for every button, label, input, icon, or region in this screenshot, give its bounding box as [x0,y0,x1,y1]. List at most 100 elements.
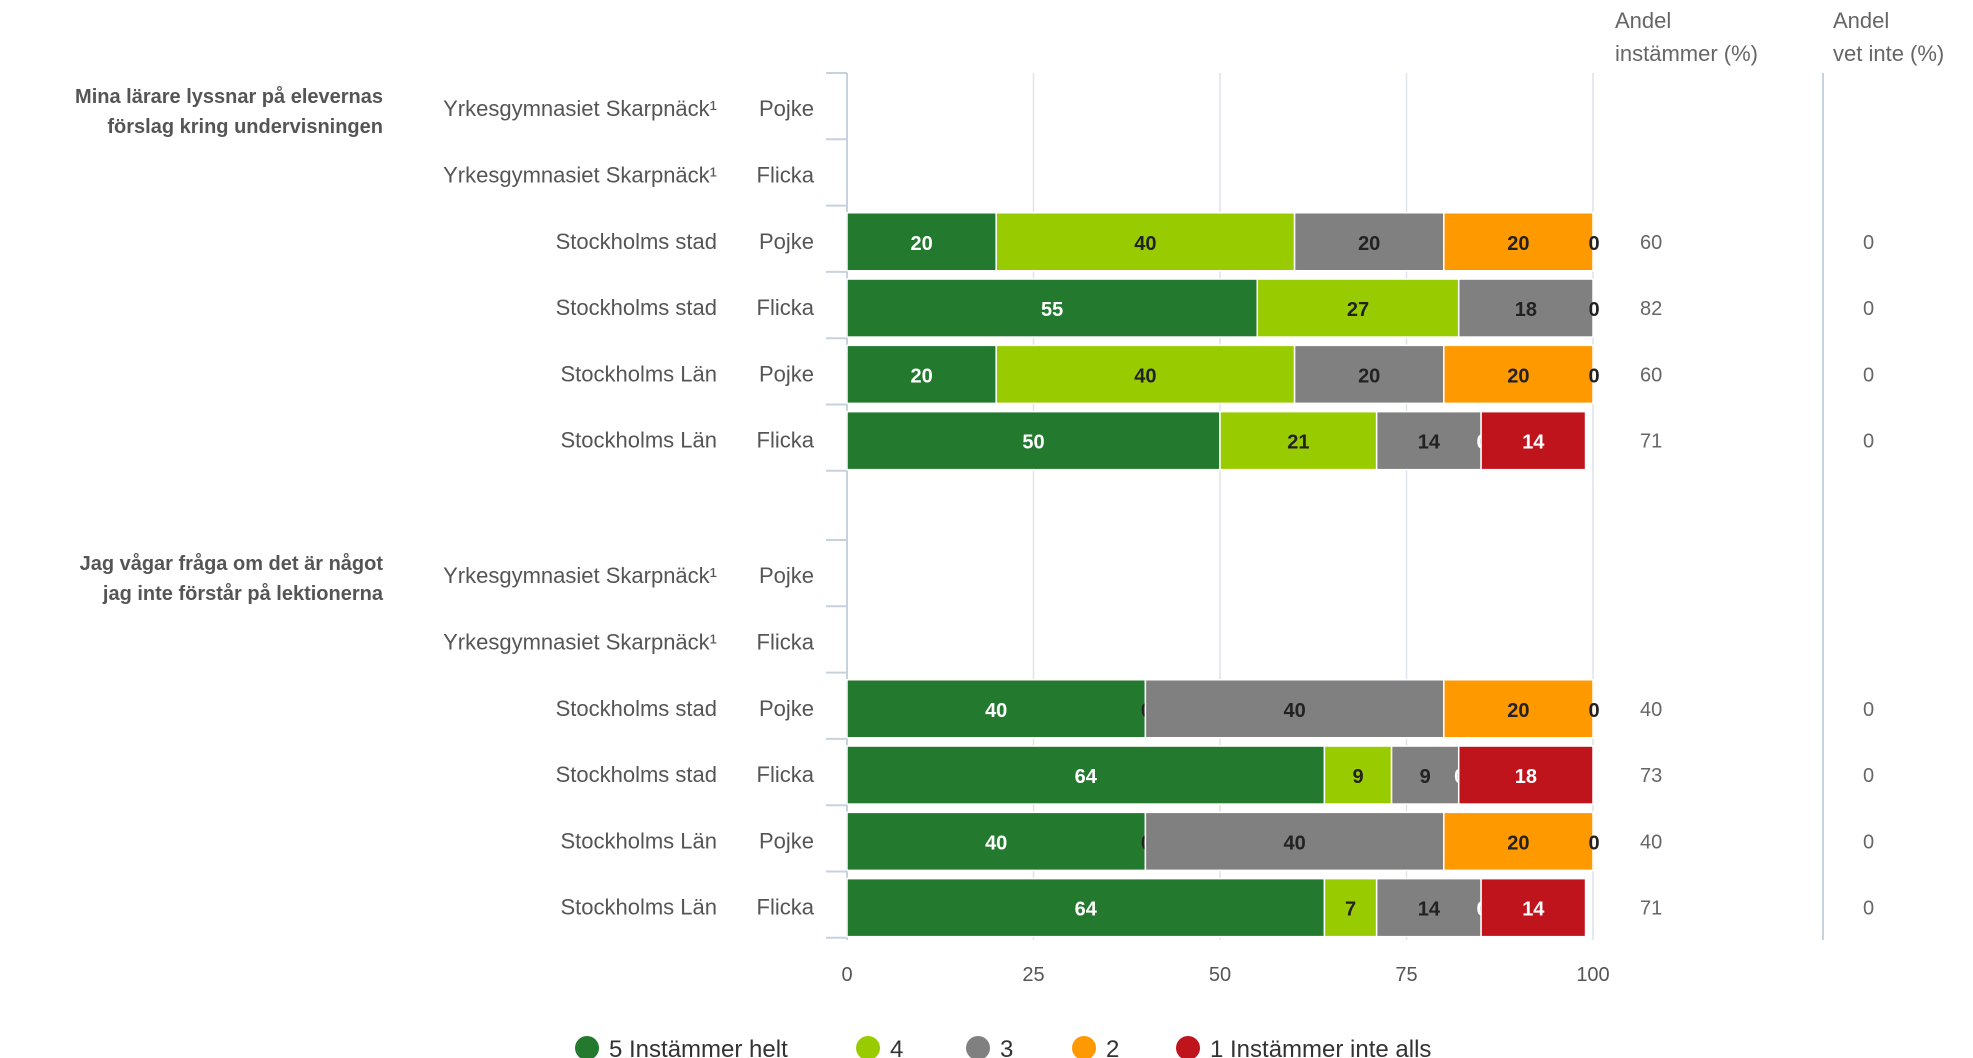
bar-value-label: 21 [1287,432,1309,454]
row-gender-label: Pojke [759,229,814,254]
andel-instammer-value: 71 [1640,898,1662,920]
row-gender-label: Flicka [757,895,815,920]
bar-value-label: 20 [1507,700,1529,722]
bar-segment [1144,679,1445,739]
bar-value-label: 0 [1588,365,1599,387]
legend-marker [856,1036,880,1058]
row-unit-label: Stockholms Län [560,428,717,453]
bar-segment [846,877,1326,938]
bar-value-label: 40 [1283,832,1305,854]
bar-value-label: 14 [1418,432,1441,454]
legend-label: 2 [1106,1036,1119,1058]
question-title: Mina lärare lyssnar på elevernas [75,85,383,108]
bar-segment [1375,410,1482,471]
row-unit-label: Stockholms stad [556,295,717,320]
row-gender-label: Flicka [757,762,815,787]
legend-label: 1 Instämmer inte alls [1210,1036,1431,1058]
x-tick-label: 25 [1022,964,1044,986]
bar-segment [1323,877,1378,938]
bar-value-label: 0 [1588,233,1599,255]
bar-value-label: 40 [1134,233,1156,255]
andel-instammer-value: 82 [1640,298,1662,320]
row-unit-label: Stockholms Län [560,828,717,853]
bar-segment [1144,811,1445,872]
bar-segment [1375,877,1482,938]
bar-segment [1480,410,1587,471]
row-unit-label: Yrkesgymnasiet Skarpnäck¹ [443,96,717,121]
legend-label: 4 [890,1036,903,1058]
row-unit-label: Yrkesgymnasiet Skarpnäck¹ [443,563,717,588]
bar-value-label: 50 [1022,432,1044,454]
bar-value-label: 55 [1041,299,1063,321]
row-unit-label: Yrkesgymnasiet Skarpnäck¹ [443,629,717,654]
andel-vet-inte-value: 0 [1863,898,1874,920]
andel-instammer-value: 71 [1640,431,1662,453]
row-unit-label: Stockholms Län [560,895,717,920]
andel-vet-inte-value: 0 [1863,699,1874,721]
row-gender-label: Flicka [757,162,815,187]
andel-vet-inte-value: 0 [1863,431,1874,453]
andel-vet-inte-value: 0 [1863,831,1874,853]
x-tick-label: 75 [1395,964,1417,986]
legend-marker [966,1036,990,1058]
bar-value-label: 0 [1588,700,1599,722]
row-gender-label: Pojke [759,563,814,588]
bar-value-label: 14 [1522,432,1545,454]
bar-segment [1219,410,1378,471]
bar-segment [995,212,1296,272]
header-andel-vet-inte: Andel [1833,8,1889,33]
row-gender-label: Pojke [759,96,814,121]
row-unit-label: Yrkesgymnasiet Skarpnäck¹ [443,162,717,187]
bar-value-label: 64 [1075,899,1098,921]
bar-value-label: 0 [1588,299,1599,321]
bar-value-label: 9 [1420,766,1431,788]
header-andel-vet-inte: vet inte (%) [1833,41,1944,66]
x-tick-label: 50 [1209,964,1231,986]
question-title: jag inte förstår på lektionerna [102,582,384,605]
legend-label: 5 Instämmer helt [609,1036,788,1058]
row-gender-label: Flicka [757,428,815,453]
row-gender-label: Flicka [757,295,815,320]
header-andel-instammer: instämmer (%) [1615,41,1758,66]
x-tick-label: 100 [1576,964,1609,986]
andel-vet-inte-value: 0 [1863,364,1874,386]
legend-marker [575,1036,599,1058]
bar-segment [1480,877,1587,938]
bar-value-label: 40 [985,700,1007,722]
row-unit-label: Stockholms Län [560,361,717,386]
legend-marker [1176,1036,1200,1058]
bar-segment [1293,212,1445,272]
header-andel-instammer: Andel [1615,8,1671,33]
row-gender-label: Flicka [757,629,815,654]
andel-instammer-value: 60 [1640,364,1662,386]
bar-value-label: 20 [1507,365,1529,387]
bar-value-label: 18 [1515,766,1537,788]
bar-segment [1457,278,1594,338]
bar-value-label: 27 [1347,299,1369,321]
bar-value-label: 40 [985,832,1007,854]
row-unit-label: Stockholms stad [556,229,717,254]
bar-value-label: 7 [1345,899,1356,921]
bar-segment [1443,811,1594,872]
bar-value-label: 14 [1418,899,1441,921]
question-title: Jag vågar fråga om det är något [80,552,384,575]
bar-segment [846,679,1147,739]
bar-segment [1457,745,1594,805]
row-gender-label: Pojke [759,828,814,853]
bar-value-label: 20 [910,365,932,387]
row-unit-label: Stockholms stad [556,696,717,721]
bar-segment [1443,212,1594,272]
andel-vet-inte-value: 0 [1863,298,1874,320]
bar-value-label: 20 [1358,233,1380,255]
andel-instammer-value: 40 [1640,699,1662,721]
bar-value-label: 0 [1588,299,1599,321]
row-unit-label: Stockholms stad [556,762,717,787]
bar-segment [1443,679,1594,739]
bar-segment [1390,745,1460,805]
bar-value-label: 40 [1134,365,1156,387]
bar-value-label: 40 [1283,700,1305,722]
bar-segment [1293,344,1445,405]
andel-vet-inte-value: 0 [1863,232,1874,254]
bar-segment [846,410,1221,471]
